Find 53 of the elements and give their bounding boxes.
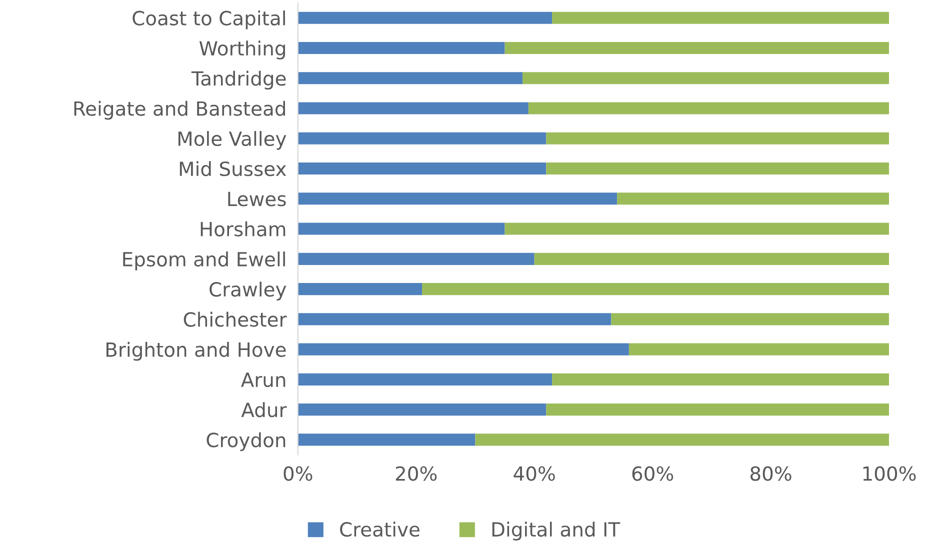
- y-tick-label: Chichester: [184, 312, 287, 327]
- y-tick-label: Horsham: [200, 221, 286, 236]
- x-tick-label: 0%: [284, 466, 312, 481]
- bar: [546, 404, 890, 416]
- y-tick-label: Arun: [240, 372, 286, 388]
- bar: [552, 373, 890, 386]
- legend-label: Digital and IT: [492, 522, 620, 540]
- bar: [298, 12, 552, 24]
- x-tick-label: 20%: [396, 466, 437, 481]
- y-tick-label: Croydon: [206, 432, 286, 452]
- bar: [534, 252, 890, 265]
- bar: [522, 72, 890, 84]
- bar: [298, 434, 476, 446]
- bar: [628, 343, 890, 356]
- bar: [298, 192, 618, 205]
- x-tick-label: 100%: [863, 466, 916, 481]
- bar: [298, 252, 534, 265]
- bar: [298, 72, 523, 84]
- bar: [546, 132, 890, 144]
- bar: [298, 283, 422, 296]
- y-tick-label: Brighton and Hove: [106, 342, 286, 361]
- bar: [298, 343, 629, 356]
- y-tick-label: Reigate and Banstead: [74, 100, 286, 120]
- bar: [298, 162, 546, 175]
- y-tick-label: Adur: [241, 402, 287, 418]
- bar: [475, 434, 890, 446]
- bar: [298, 404, 546, 416]
- x-tick-label: 40%: [514, 466, 555, 481]
- bar: [298, 42, 505, 54]
- bar: [617, 192, 890, 205]
- y-tick-label: Mid Sussex: [180, 161, 286, 176]
- y-tick-label: Coast to Capital: [132, 10, 285, 30]
- bar: [528, 102, 890, 114]
- x-tick-label: 60%: [632, 466, 674, 481]
- legend-label: Creative: [340, 522, 420, 537]
- bar: [611, 313, 890, 326]
- y-tick-label: Mole Valley: [178, 130, 286, 150]
- bar: [298, 132, 546, 144]
- bar: [298, 313, 612, 326]
- bar: [298, 222, 505, 235]
- y-tick-label: Worthing: [199, 40, 286, 60]
- bar: [552, 12, 890, 24]
- y-tick-label: Epsom and Ewell: [123, 252, 285, 270]
- x-tick-label: 80%: [750, 466, 792, 481]
- bar: [298, 102, 528, 114]
- y-tick-label: Lewes: [228, 192, 286, 206]
- y-tick-label: Tandridge: [191, 70, 286, 90]
- bar: [298, 373, 552, 386]
- bar: [422, 283, 890, 296]
- bar: [504, 42, 890, 54]
- bar: [546, 162, 890, 175]
- bar: [504, 222, 890, 235]
- y-tick-label: Crawley: [210, 282, 286, 300]
